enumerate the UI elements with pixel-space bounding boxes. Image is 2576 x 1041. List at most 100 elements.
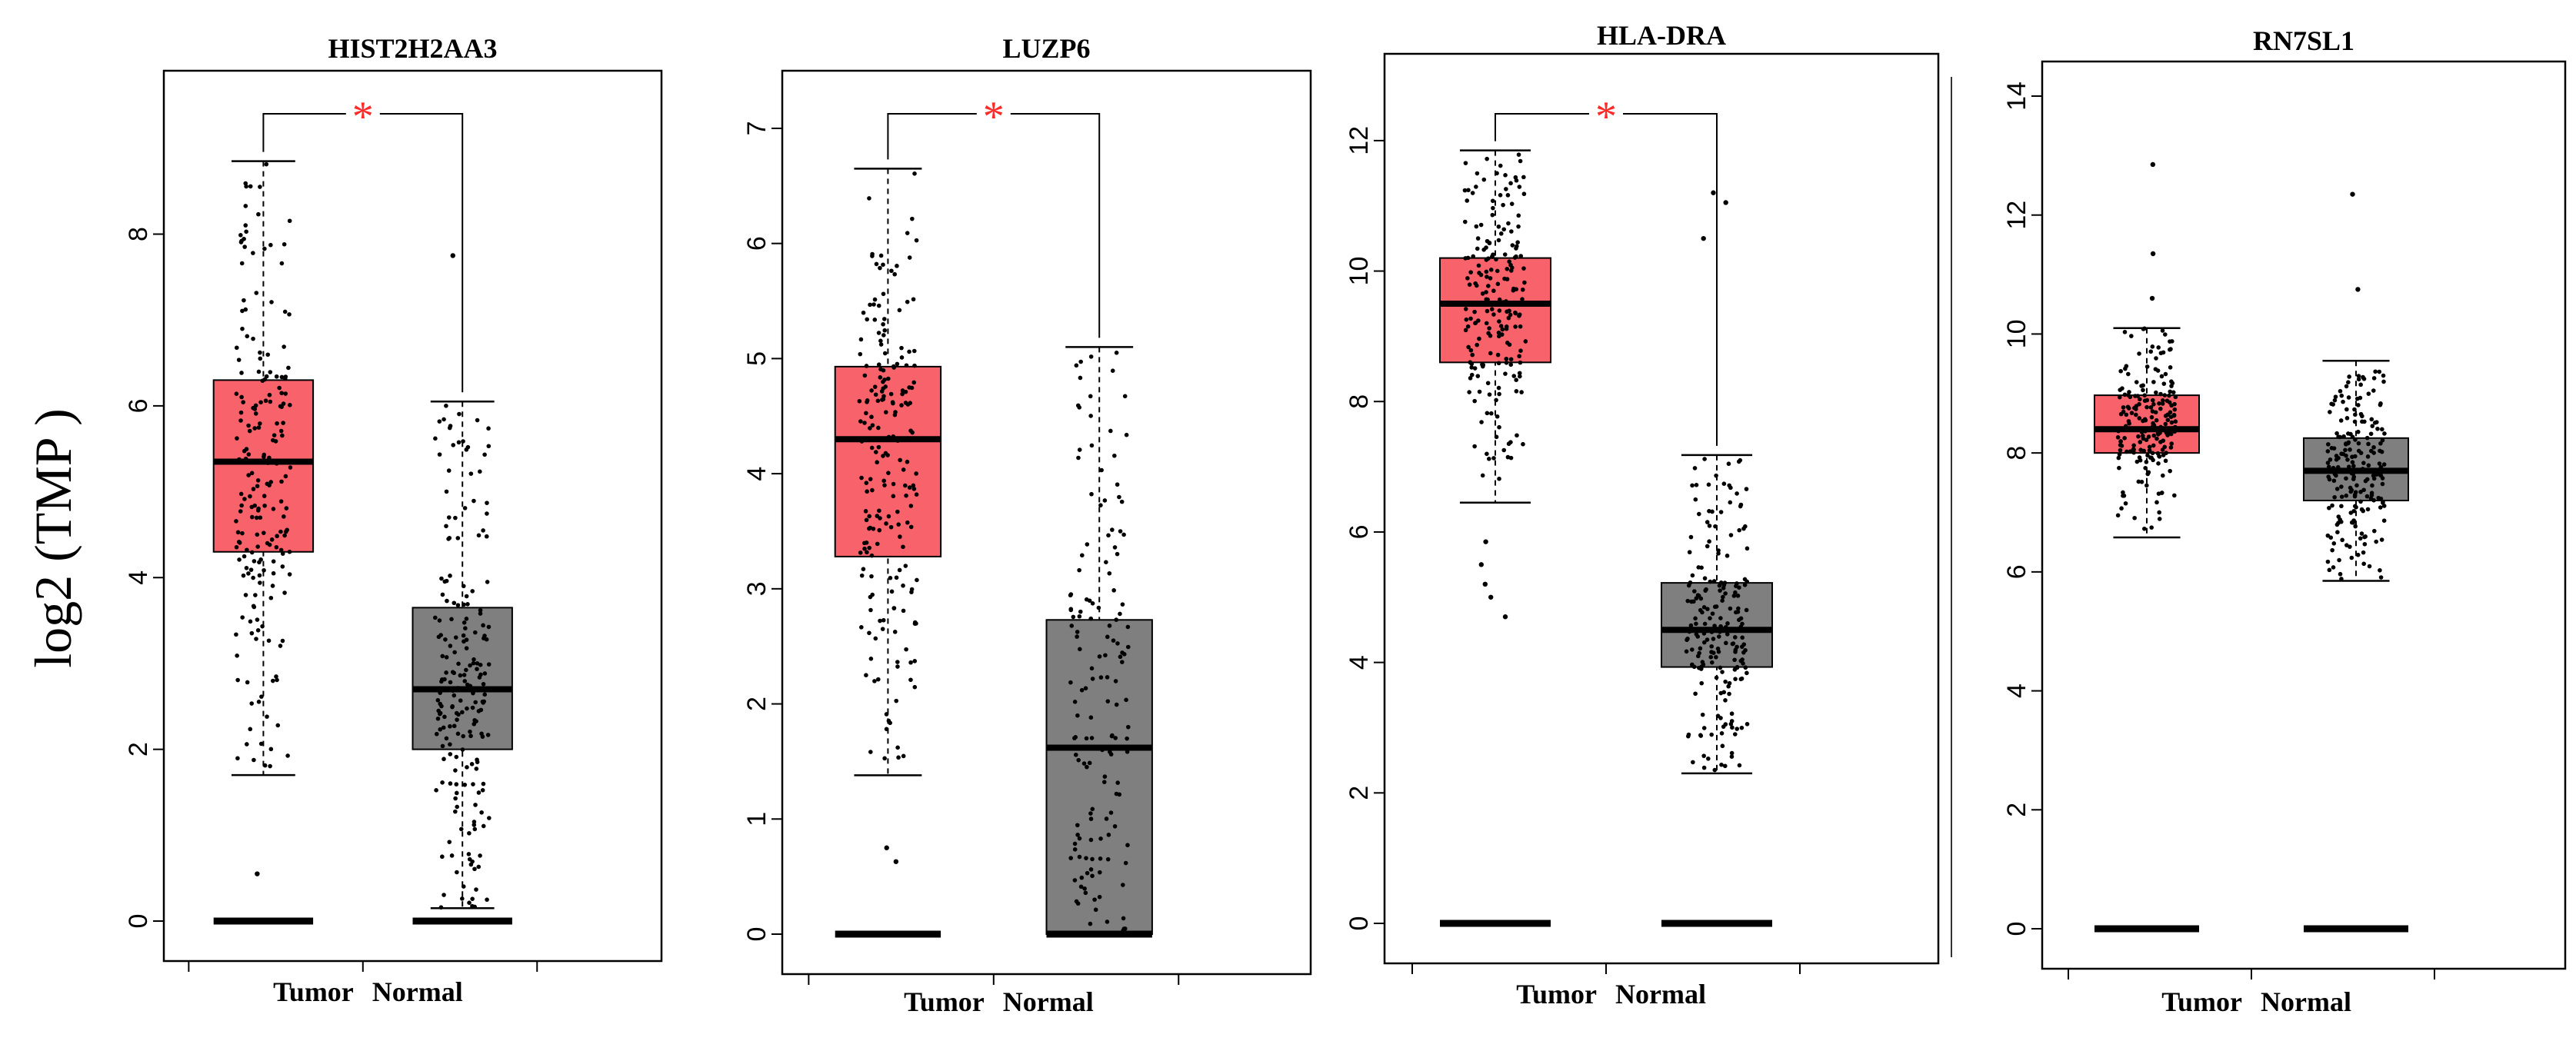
data-point bbox=[1088, 921, 1093, 926]
data-point bbox=[2141, 434, 2145, 438]
data-point bbox=[886, 514, 891, 519]
data-point bbox=[464, 646, 469, 650]
data-point bbox=[237, 457, 242, 462]
y-tick-label: 14 bbox=[2002, 81, 2031, 111]
data-point bbox=[267, 483, 272, 487]
data-point bbox=[894, 575, 899, 580]
data-point bbox=[2138, 447, 2143, 453]
data-point bbox=[1690, 483, 1695, 488]
data-point bbox=[2347, 464, 2351, 469]
data-point bbox=[2353, 490, 2358, 494]
data-point bbox=[1115, 641, 1120, 646]
data-point bbox=[2144, 437, 2149, 442]
data-point bbox=[1475, 342, 1479, 348]
data-point bbox=[2325, 449, 2331, 454]
data-point bbox=[1484, 245, 1488, 250]
data-point bbox=[896, 522, 901, 527]
data-point bbox=[2341, 399, 2345, 404]
data-point bbox=[1700, 712, 1705, 717]
data-point bbox=[2167, 393, 2171, 398]
data-point bbox=[242, 298, 246, 303]
data-point bbox=[468, 471, 474, 476]
data-point bbox=[271, 507, 276, 511]
data-point bbox=[432, 615, 438, 620]
data-point bbox=[1508, 362, 1514, 368]
data-point bbox=[1475, 246, 1480, 251]
data-point bbox=[1745, 670, 1749, 676]
data-point bbox=[2356, 403, 2361, 407]
data-point bbox=[1489, 307, 1495, 311]
data-point bbox=[475, 661, 480, 666]
data-point bbox=[2172, 429, 2178, 434]
data-point bbox=[2378, 567, 2382, 573]
data-point bbox=[278, 529, 283, 534]
data-point bbox=[435, 687, 440, 692]
data-point bbox=[1693, 497, 1698, 502]
data-point bbox=[2161, 453, 2166, 457]
category-label-normal: Normal bbox=[1615, 979, 1706, 1009]
data-point bbox=[1707, 524, 1712, 528]
data-point bbox=[1739, 676, 1745, 681]
data-point bbox=[2122, 330, 2128, 334]
data-point bbox=[481, 823, 486, 829]
data-point bbox=[901, 467, 906, 472]
data-point bbox=[452, 670, 456, 676]
data-point bbox=[444, 670, 448, 675]
data-point bbox=[1696, 511, 1701, 517]
data-point bbox=[1088, 354, 1094, 359]
data-point bbox=[1121, 532, 1126, 537]
data-point bbox=[234, 632, 238, 637]
data-point bbox=[1480, 473, 1485, 478]
data-point bbox=[476, 864, 482, 870]
data-point bbox=[1077, 854, 1082, 860]
data-point bbox=[2126, 406, 2131, 411]
outlier-point bbox=[255, 871, 260, 876]
data-point bbox=[1077, 836, 1082, 841]
data-point bbox=[2334, 473, 2338, 478]
data-point bbox=[282, 376, 288, 381]
data-point bbox=[1701, 640, 1707, 645]
data-point bbox=[908, 660, 913, 665]
data-point bbox=[912, 684, 918, 690]
y-tick-label: 8 bbox=[2002, 446, 2031, 461]
data-point bbox=[909, 590, 914, 594]
y-tick-label: 7 bbox=[742, 121, 771, 135]
data-point bbox=[1474, 283, 1479, 288]
data-point bbox=[2168, 445, 2174, 450]
data-point bbox=[238, 509, 243, 514]
data-point bbox=[462, 620, 467, 625]
data-point bbox=[1075, 932, 1081, 936]
panel-title: HIST2H2AA3 bbox=[328, 33, 497, 64]
data-point bbox=[904, 647, 908, 652]
data-point bbox=[1517, 371, 1522, 376]
data-point bbox=[2151, 401, 2156, 407]
data-point bbox=[280, 433, 285, 438]
data-point bbox=[1072, 878, 1078, 883]
data-point bbox=[278, 644, 283, 648]
data-point bbox=[471, 660, 476, 666]
data-point bbox=[1118, 654, 1123, 660]
y-tick-label: 12 bbox=[2002, 201, 2031, 230]
data-point bbox=[2360, 467, 2365, 471]
data-point bbox=[245, 547, 249, 553]
data-point bbox=[443, 637, 448, 642]
data-point bbox=[1097, 654, 1102, 659]
data-point bbox=[235, 677, 240, 683]
data-point bbox=[244, 742, 249, 747]
data-point bbox=[240, 308, 245, 314]
box-normal bbox=[1661, 190, 1773, 927]
data-point bbox=[1085, 932, 1090, 936]
data-point bbox=[905, 299, 910, 304]
data-point bbox=[1504, 326, 1509, 331]
data-point bbox=[1685, 637, 1689, 643]
data-point bbox=[464, 617, 469, 621]
data-point bbox=[458, 826, 464, 832]
data-point bbox=[468, 729, 472, 734]
data-point bbox=[907, 485, 912, 490]
data-point bbox=[910, 216, 915, 221]
data-point bbox=[1125, 624, 1131, 630]
data-point bbox=[258, 400, 263, 405]
panel-title: HLA-DRA bbox=[1597, 20, 1726, 51]
data-point bbox=[1718, 629, 1722, 634]
data-point bbox=[1077, 447, 1082, 452]
